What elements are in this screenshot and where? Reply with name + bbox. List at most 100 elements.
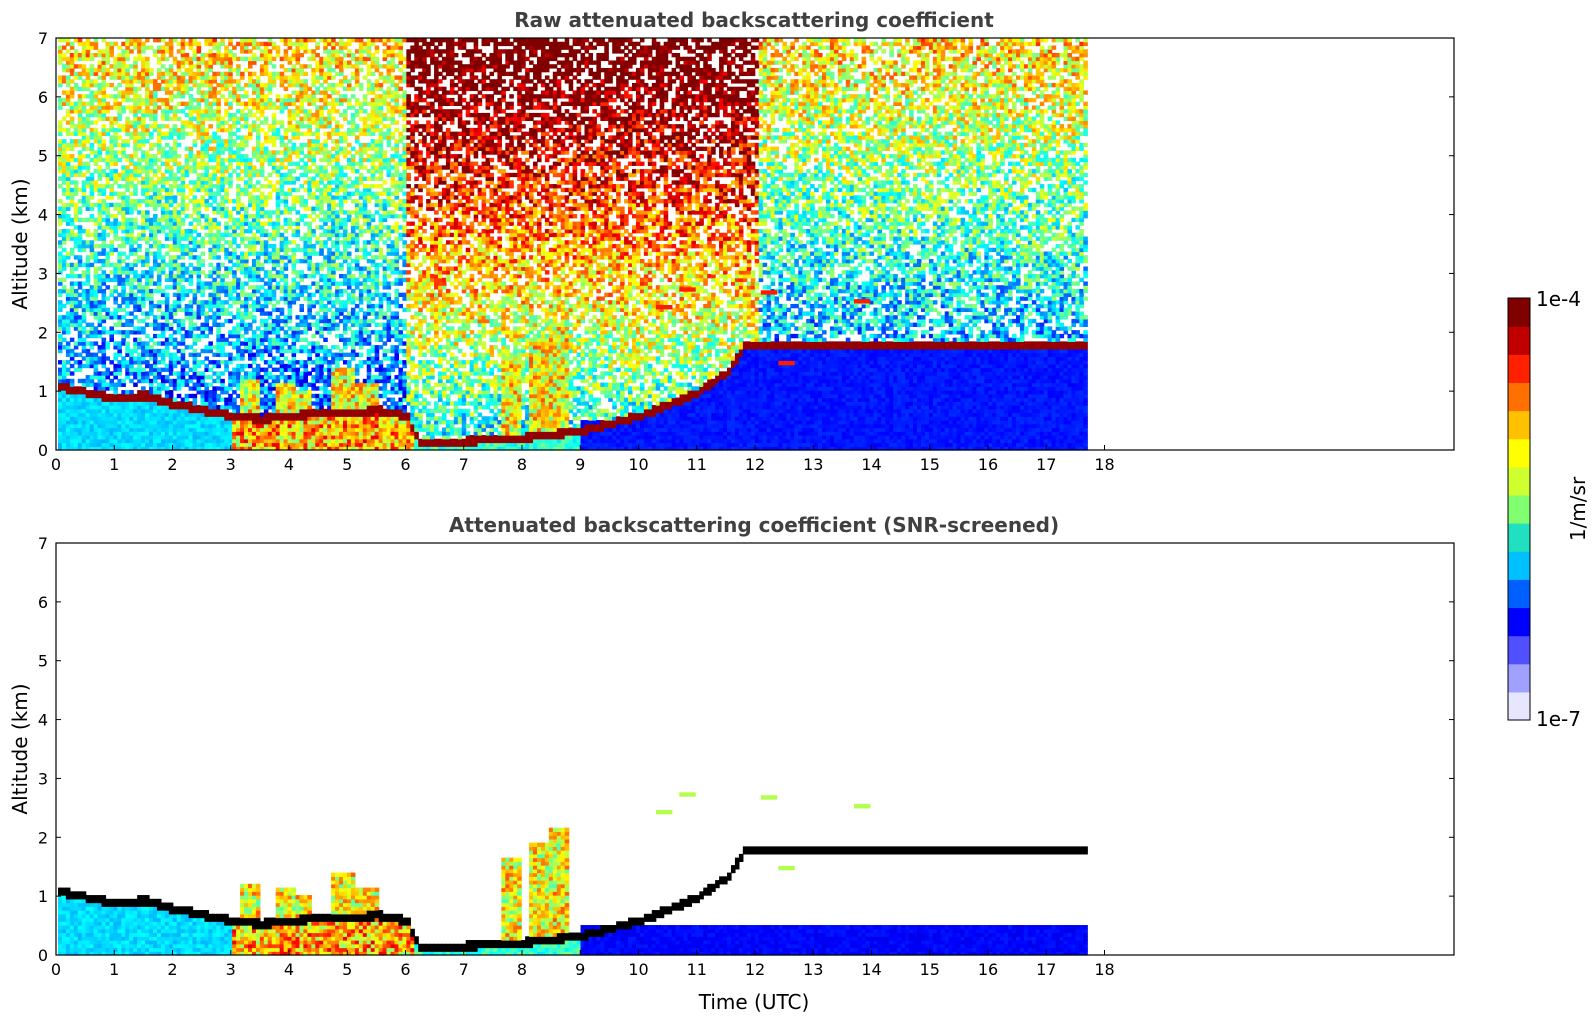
backscatter-cell: [57, 124, 63, 129]
backscatter-cell: [89, 109, 95, 114]
backscatter-cell: [208, 416, 213, 421]
backscatter-cell: [200, 442, 206, 447]
backscatter-cell: [160, 52, 166, 58]
backscatter-cell: [125, 71, 130, 77]
backscatter-field: [57, 38, 1088, 451]
backscatter-cell: [156, 352, 162, 357]
backscatter-cell: [283, 146, 289, 151]
backscatter-cell: [73, 397, 79, 402]
backscatter-cell: [240, 142, 245, 148]
backscatter-cell: [244, 307, 249, 313]
backscatter-cell: [61, 423, 67, 429]
backscatter-cell: [251, 112, 257, 118]
backscatter-cell: [303, 258, 308, 264]
backscatter-cell: [200, 184, 206, 189]
backscatter-cell: [129, 64, 134, 69]
backscatter-cell: [303, 172, 308, 178]
backscatter-cell: [164, 386, 170, 391]
backscatter-cell: [164, 56, 170, 62]
backscatter-cell: [208, 116, 213, 121]
backscatter-cell: [307, 446, 312, 451]
backscatter-cell: [145, 187, 150, 193]
backscatter-cell: [188, 281, 194, 286]
backscatter-cell: [57, 165, 63, 170]
backscatter-cell: [192, 375, 198, 380]
backscatter-cell: [101, 101, 107, 107]
backscatter-cell: [236, 311, 241, 316]
backscatter-cell: [259, 446, 265, 451]
backscatter-cell: [145, 393, 150, 399]
backscatter-cell: [93, 367, 99, 372]
backscatter-cell: [160, 401, 166, 406]
backscatter-cell: [299, 277, 305, 283]
backscatter-cell: [85, 300, 91, 305]
backscatter-cell: [65, 420, 71, 425]
backscatter-cell: [97, 315, 103, 320]
backscatter-cell: [160, 86, 166, 92]
backscatter-cell: [125, 142, 130, 148]
backscatter-cell: [291, 187, 297, 193]
backscatter-cell: [145, 438, 150, 444]
backscatter-cell: [73, 127, 79, 133]
backscatter-cell: [248, 41, 253, 47]
backscatter-cell: [263, 154, 269, 159]
backscatter-cell: [176, 341, 182, 346]
backscatter-cell: [113, 161, 118, 166]
backscatter-cell: [168, 146, 174, 151]
backscatter-cell: [283, 341, 289, 346]
backscatter-cell: [208, 38, 213, 43]
backscatter-cell: [251, 446, 257, 451]
backscatter-cell: [196, 116, 202, 121]
backscatter-cell: [85, 232, 91, 238]
backscatter-cell: [160, 45, 166, 50]
backscatter-cell: [65, 431, 71, 436]
backscatter-cell: [271, 412, 277, 417]
backscatter-cell: [145, 348, 150, 354]
backscatter-cell: [61, 427, 67, 432]
backscatter-cell: [164, 90, 170, 95]
backscatter-cell: [232, 378, 237, 384]
backscatter-cell: [299, 318, 305, 324]
backscatter-cell: [267, 375, 273, 380]
backscatter-cell: [228, 311, 233, 316]
backscatter-cell: [89, 150, 95, 155]
backscatter-cell: [160, 38, 166, 43]
backscatter-cell: [125, 94, 130, 99]
backscatter-cell: [291, 180, 297, 185]
backscatter-cell: [109, 169, 114, 174]
backscatter-cell: [200, 165, 206, 170]
backscatter-cell: [180, 56, 186, 62]
backscatter-cell: [65, 195, 71, 200]
backscatter-cell: [244, 236, 249, 241]
backscatter-cell: [117, 195, 122, 200]
backscatter-cell: [168, 333, 174, 339]
backscatter-cell: [172, 435, 178, 440]
backscatter-cell: [57, 420, 63, 425]
backscatter-cell: [89, 408, 95, 414]
backscatter-cell: [129, 172, 134, 178]
backscatter-cell: [133, 326, 138, 331]
backscatter-cell: [180, 356, 186, 361]
backscatter-cell: [117, 176, 122, 181]
backscatter-cell: [69, 281, 75, 286]
backscatter-cell: [224, 75, 229, 80]
backscatter-cell: [299, 247, 305, 253]
backscatter-cell: [97, 281, 103, 286]
backscatter-cell: [236, 195, 241, 200]
backscatter-cell: [105, 345, 111, 350]
backscatter-cell: [275, 348, 281, 354]
backscatter-cell: [81, 262, 87, 268]
backscatter-cell: [216, 244, 221, 249]
backscatter-cell: [180, 363, 186, 369]
backscatter-cell: [299, 371, 305, 376]
backscatter-cell: [263, 139, 269, 144]
backscatter-cell: [81, 270, 87, 275]
backscatter-cell: [141, 131, 146, 136]
backscatter-cell: [283, 255, 289, 260]
backscatter-cell: [121, 438, 126, 444]
backscatter-cell: [125, 322, 130, 327]
backscatter-cell: [291, 109, 297, 114]
backscatter-cell: [101, 423, 107, 429]
backscatter-cell: [228, 135, 233, 140]
backscatter-cell: [228, 79, 233, 84]
